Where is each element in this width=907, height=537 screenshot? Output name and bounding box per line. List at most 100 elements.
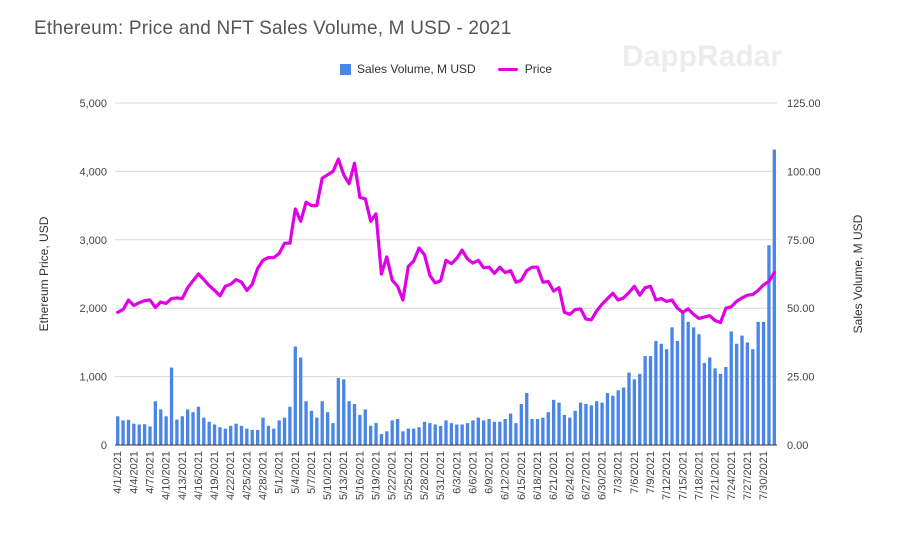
sales-volume-bar bbox=[627, 372, 631, 445]
sales-volume-bar bbox=[595, 401, 599, 445]
sales-volume-bar bbox=[519, 403, 524, 445]
left-tick-label: 2,000 bbox=[79, 303, 107, 315]
sales-volume-bar bbox=[686, 321, 690, 445]
sales-volume-bar bbox=[675, 341, 680, 445]
sales-volume-bar bbox=[320, 401, 324, 445]
x-tick-label: 4/16/2021 bbox=[193, 451, 205, 500]
x-tick-label: 7/15/2021 bbox=[677, 451, 689, 500]
sales-volume-bar bbox=[605, 393, 610, 445]
sales-volume-bar bbox=[304, 401, 308, 445]
x-tick-label: 6/3/2021 bbox=[451, 451, 463, 494]
x-tick-label: 5/10/2021 bbox=[322, 451, 334, 500]
x-tick-label: 6/18/2021 bbox=[532, 451, 544, 500]
legend-bar-swatch bbox=[340, 63, 351, 75]
x-tick-label: 6/30/2021 bbox=[597, 451, 609, 500]
sales-volume-bar bbox=[196, 406, 201, 445]
sales-volume-bar bbox=[218, 427, 222, 445]
price-series-line bbox=[116, 157, 776, 325]
sales-volume-bar bbox=[638, 373, 642, 445]
sales-volume-bar bbox=[433, 424, 437, 445]
right-tick-label: 75.00 bbox=[787, 235, 815, 247]
right-tick-label: 100.00 bbox=[787, 166, 821, 178]
sales-volume-bar bbox=[153, 401, 158, 445]
sales-volume-bar bbox=[525, 393, 529, 445]
sales-volume-bar bbox=[535, 419, 540, 445]
sales-volume-bar bbox=[632, 379, 637, 445]
sales-volume-bar bbox=[169, 367, 174, 445]
sales-volume-bar bbox=[148, 426, 152, 445]
right-tick-label: 0.00 bbox=[787, 440, 808, 452]
right-axis-label: Sales Volume, M USD bbox=[851, 214, 865, 333]
sales-volume-bar bbox=[309, 410, 314, 445]
x-tick-label: 5/25/2021 bbox=[403, 451, 415, 500]
sales-volume-bar bbox=[702, 362, 707, 445]
sales-volume-bar bbox=[207, 421, 211, 445]
sales-volume-bar bbox=[546, 412, 550, 445]
sales-volume-bar bbox=[718, 373, 723, 445]
x-tick-label: 7/12/2021 bbox=[661, 451, 673, 500]
sales-volume-bar bbox=[664, 349, 669, 445]
sales-volume-bar bbox=[116, 416, 120, 445]
sales-volume-bar bbox=[336, 377, 341, 445]
sales-volume-bar bbox=[568, 417, 572, 445]
left-axis-ticks: 0 1,000 2,000 3,000 4,000 5,000 bbox=[79, 98, 107, 452]
sales-volume-bar bbox=[347, 401, 351, 445]
chart-legend: Sales Volume, M USD Price bbox=[340, 62, 552, 76]
sales-volume-bar bbox=[670, 327, 674, 445]
sales-volume-bar bbox=[681, 310, 685, 445]
sales-volume-bar bbox=[352, 403, 357, 445]
sales-volume-bar bbox=[745, 342, 750, 445]
right-axis-ticks: 0.00 25.00 50.00 75.00 100.00 125.00 bbox=[787, 98, 821, 452]
sales-volume-bar bbox=[180, 416, 184, 445]
sales-volume-bar bbox=[503, 419, 507, 445]
sales-volume-bar bbox=[740, 335, 744, 445]
right-tick-label: 50.00 bbox=[787, 303, 815, 315]
x-tick-label: 5/19/2021 bbox=[371, 451, 383, 500]
left-tick-label: 0 bbox=[101, 440, 107, 452]
sales-volume-bar bbox=[691, 327, 696, 445]
left-tick-label: 3,000 bbox=[79, 235, 107, 247]
x-tick-label: 5/1/2021 bbox=[274, 451, 286, 494]
sales-volume-bar bbox=[385, 431, 389, 445]
sales-volume-bar bbox=[417, 427, 421, 445]
x-tick-label: 7/30/2021 bbox=[758, 451, 770, 500]
sales-volume-bar bbox=[223, 428, 228, 445]
sales-volume-bar bbox=[654, 341, 658, 445]
sales-volume-bar bbox=[245, 428, 249, 445]
sales-volume-bar bbox=[212, 424, 217, 445]
x-tick-label: 4/13/2021 bbox=[177, 451, 189, 500]
sales-volume-bar bbox=[390, 420, 394, 445]
sales-volume-bar bbox=[325, 412, 330, 445]
sales-volume-bar bbox=[379, 434, 384, 445]
sales-volume-bar bbox=[342, 379, 346, 445]
x-tick-label: 5/13/2021 bbox=[338, 451, 350, 500]
sales-volume-bar bbox=[557, 402, 561, 445]
sales-volume-bar bbox=[600, 402, 604, 445]
sales-volume-bar bbox=[471, 420, 475, 445]
x-tick-label: 4/1/2021 bbox=[112, 451, 124, 494]
sales-volume-bar bbox=[422, 421, 427, 445]
sales-volume-bar bbox=[455, 424, 459, 445]
sales-volume-bar bbox=[229, 425, 233, 445]
x-tick-label: 7/27/2021 bbox=[742, 451, 754, 500]
sales-volume-bar bbox=[164, 416, 168, 445]
sales-volume-bar bbox=[126, 419, 131, 445]
x-tick-label: 6/24/2021 bbox=[564, 451, 576, 500]
sales-volume-bar bbox=[234, 423, 238, 445]
chart-title: Ethereum: Price and NFT Sales Volume, M … bbox=[34, 18, 512, 39]
sales-volume-bar bbox=[159, 409, 163, 445]
x-tick-label: 6/21/2021 bbox=[548, 451, 560, 500]
legend-line-label: Price bbox=[524, 62, 553, 76]
sales-volume-bar bbox=[487, 419, 491, 445]
sales-volume-bar bbox=[772, 149, 776, 445]
sales-volume-bar bbox=[266, 425, 271, 445]
sales-volume-bar bbox=[374, 423, 378, 445]
x-axis-ticks: 4/1/2021 4/4/2021 4/7/2021 4/10/2021 4/13/20… bbox=[112, 451, 770, 500]
sales-volume-bar bbox=[756, 321, 760, 445]
sales-volume-bar bbox=[315, 417, 319, 445]
sales-volume-bar bbox=[578, 402, 583, 445]
sales-volume-bar bbox=[185, 409, 190, 445]
sales-volume-bar bbox=[261, 417, 265, 445]
x-tick-label: 7/9/2021 bbox=[645, 451, 657, 494]
sales-volume-bar bbox=[272, 428, 276, 445]
